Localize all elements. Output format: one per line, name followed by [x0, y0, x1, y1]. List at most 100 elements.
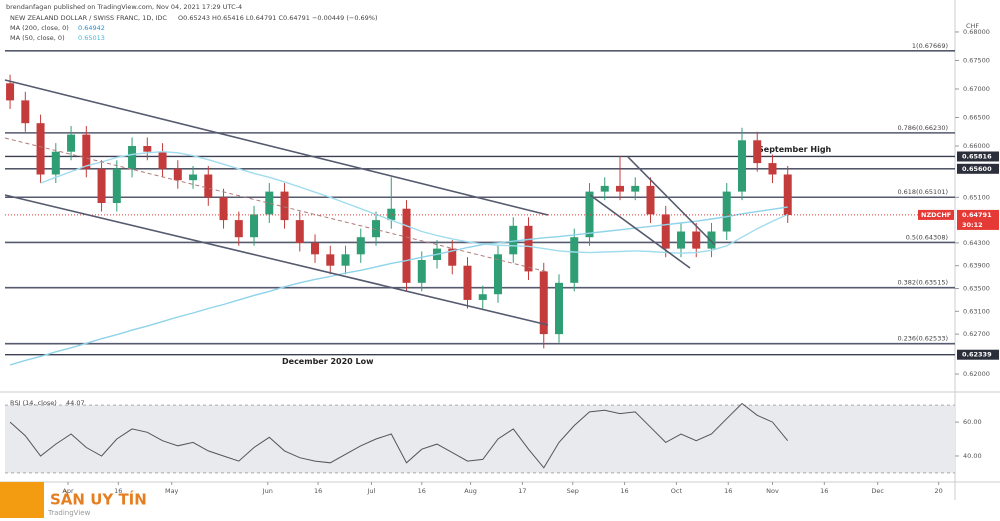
candle-body: [173, 168, 182, 181]
candle-body: [448, 248, 457, 266]
symbol-label: NZDCHF: [921, 211, 951, 219]
moving-average: [40, 150, 788, 254]
candle-body: [417, 260, 426, 283]
annotation: September High: [758, 145, 832, 154]
x-tick-label: 16: [314, 487, 322, 495]
x-tick-label: 16: [820, 487, 828, 495]
fib-label: 0.5(0.64308): [906, 233, 948, 241]
candle-body: [326, 254, 335, 266]
x-tick-label: 16: [724, 487, 732, 495]
moving-average: [9, 206, 788, 366]
candle-body: [570, 237, 579, 283]
currency: CHF: [966, 22, 979, 30]
candle-body: [372, 220, 381, 238]
candle-body: [478, 294, 487, 300]
symbol-title: NEW ZEALAND DOLLAR / SWISS FRANC, 1D, ID…: [10, 14, 167, 22]
y-tick-label: 0.64300: [963, 239, 990, 247]
y-tick-label: 0.62000: [963, 370, 990, 378]
y-tick-label: 0.65100: [963, 193, 990, 201]
symbol-box: [918, 209, 954, 220]
candle-body: [21, 100, 30, 124]
y-tick-label: 0.66000: [963, 142, 990, 150]
brand-sub: TradingView: [47, 509, 91, 517]
x-tick-label: 16: [114, 487, 122, 495]
candle-body: [402, 208, 411, 283]
candle-body: [112, 168, 121, 204]
x-tick-label: Jul: [367, 487, 376, 495]
logo: [0, 482, 44, 518]
y-tick-label: 0.67500: [963, 56, 990, 64]
candle-body: [36, 123, 45, 175]
candle-body: [463, 265, 472, 300]
candle-body: [128, 145, 137, 169]
candle-body: [219, 197, 228, 221]
candle-body: [250, 214, 259, 238]
candle-body: [615, 185, 624, 192]
candle-body: [494, 254, 503, 295]
candle-body: [707, 231, 716, 249]
channel-mid: [4, 137, 549, 273]
x-tick-label: Oct: [671, 487, 683, 495]
price-box: [957, 349, 999, 360]
legend-value: 0.64942: [78, 24, 105, 32]
fib-label: 0.382(0.63515): [897, 279, 948, 287]
candle-body: [204, 174, 213, 198]
legend-name: RSI (14, close): [10, 399, 57, 407]
y-tick-label: 0.63100: [963, 307, 990, 315]
candle-body: [509, 225, 518, 255]
x-tick-label: Apr: [62, 487, 74, 495]
x-tick-label: Dec: [871, 487, 884, 495]
candle-body: [524, 225, 533, 272]
y-tick-label: 0.63500: [963, 285, 990, 293]
x-tick-label: May: [165, 487, 179, 495]
y-tick-label: 0.66500: [963, 113, 990, 121]
candle-body: [265, 191, 274, 215]
last-price-label: 0.64791: [962, 211, 992, 219]
candle-body: [189, 174, 198, 181]
x-tick-label: 16: [418, 487, 426, 495]
x-tick-label: Aug: [464, 487, 477, 495]
candle-body: [143, 145, 152, 152]
publisher: brendanfagan published on TradingView.co…: [6, 3, 242, 11]
candle-body: [234, 220, 243, 238]
candle-body: [51, 151, 60, 175]
candle-body: [341, 254, 350, 266]
y-tick-label: 60.00: [963, 418, 982, 426]
channel-upper: [4, 79, 549, 216]
rsi-band: [5, 405, 955, 473]
legend-name: MA (200, close, 0): [10, 24, 69, 32]
candle-body: [585, 191, 594, 238]
y-tick-label: 40.00: [963, 452, 982, 460]
x-tick-label: Sep: [567, 487, 579, 495]
y-tick-label: 0.63900: [963, 262, 990, 270]
drawings: [4, 79, 716, 326]
annotation: December 2020 Low: [282, 357, 374, 366]
price-box: [957, 163, 999, 174]
fib-label: 0.236(0.62533): [897, 335, 948, 343]
candle-body: [280, 191, 289, 221]
wedge-upper: [627, 156, 716, 246]
price-box-label: 0.62339: [962, 351, 992, 359]
x-tick-label: 20: [935, 487, 943, 495]
price-box-label: 0.65600: [962, 165, 992, 173]
fib-label: 0.786(0.66230): [897, 124, 948, 132]
countdown: 30:12: [962, 221, 983, 229]
candle-body: [646, 185, 655, 215]
ohlc: O0.65243 H0.65416 L0.64791 C0.64791 −0.0…: [178, 14, 378, 22]
candle-body: [158, 151, 167, 169]
fib-label: 0.618(0.65101): [897, 188, 948, 196]
wedge-lower: [589, 194, 691, 269]
x-tick-label: 16: [620, 487, 628, 495]
candle-body: [676, 231, 685, 249]
candle-body: [600, 185, 609, 192]
candle-body: [722, 191, 731, 232]
channel-lower: [4, 194, 549, 326]
candle-body: [753, 140, 762, 164]
candle-body: [631, 185, 640, 192]
y-tick-label: 0.67000: [963, 85, 990, 93]
candle-body: [387, 208, 396, 221]
candle-body: [692, 231, 701, 249]
watermark: SÀN UY TÍN TradingView: [0, 482, 147, 518]
candle-body: [311, 242, 320, 255]
